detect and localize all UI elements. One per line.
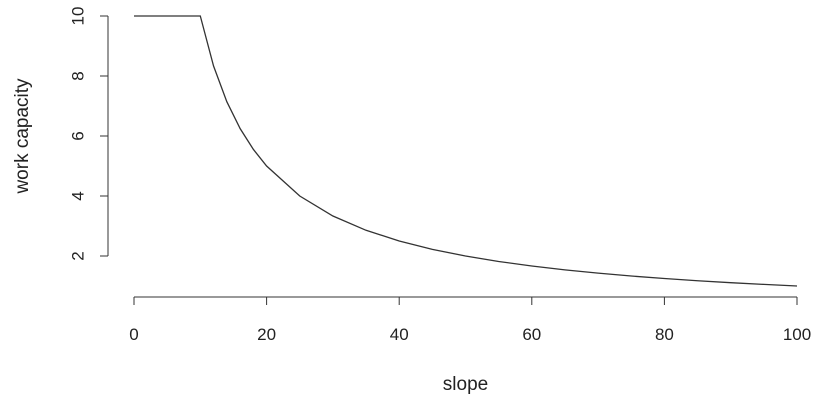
x-tick-label: 80 (655, 325, 674, 344)
x-tick-label: 100 (783, 325, 811, 344)
y-tick-label: 4 (69, 191, 88, 200)
y-tick-label: 8 (69, 71, 88, 80)
y-tick-label: 10 (69, 7, 88, 26)
x-tick-label: 60 (522, 325, 541, 344)
x-tick-label: 40 (390, 325, 409, 344)
x-ticks: 0 20 40 60 80 100 (129, 297, 811, 344)
x-tick-label: 0 (129, 325, 138, 344)
y-ticks: 2 4 6 8 10 (69, 7, 108, 261)
x-tick-label: 20 (257, 325, 276, 344)
y-axis-label: work capacity (12, 78, 33, 195)
x-axis-label: slope (443, 374, 488, 395)
y-tick-label: 6 (69, 131, 88, 140)
y-tick-label: 2 (69, 251, 88, 260)
work-capacity-line (134, 15, 798, 287)
